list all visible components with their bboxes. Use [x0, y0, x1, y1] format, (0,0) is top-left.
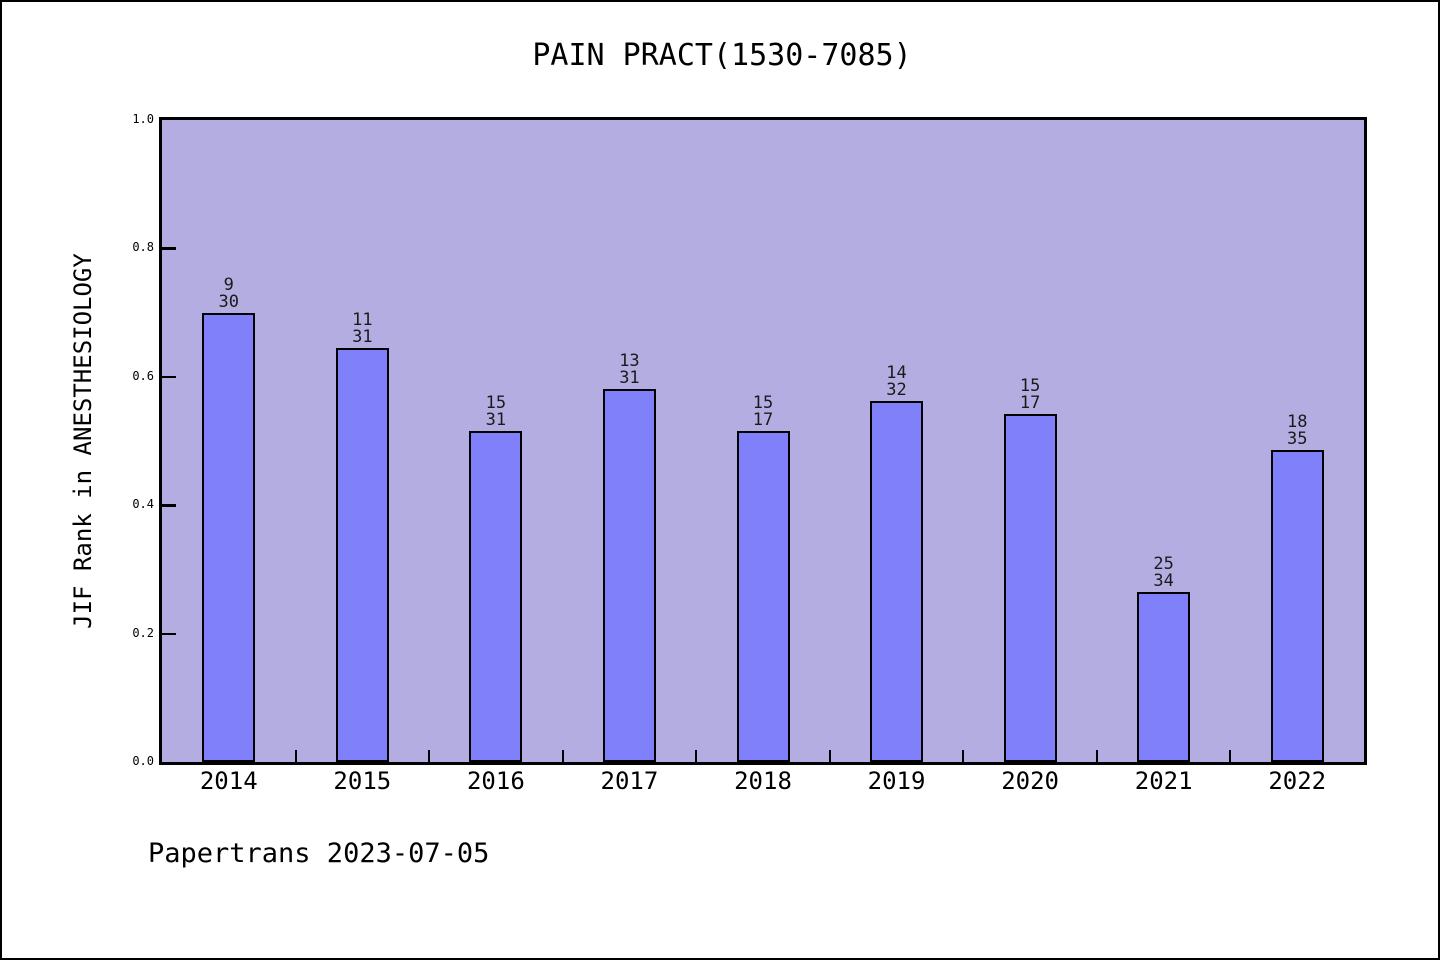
- x-tick-label: 2017: [600, 767, 659, 795]
- y-tick-label: 0.8: [132, 240, 154, 255]
- y-tick: [162, 632, 176, 636]
- bar-rank-value: 15: [752, 393, 774, 413]
- bar-total-value: 31: [619, 368, 640, 388]
- bar-value-label: 13 31: [584, 353, 674, 387]
- y-tick: [162, 504, 176, 507]
- bar-total-value: 34: [1153, 571, 1174, 591]
- y-tick-label: 0.6: [132, 368, 154, 383]
- bar-total-value: 17: [1019, 393, 1041, 413]
- bar: [202, 313, 256, 762]
- bar-value-label: 15 17: [718, 395, 808, 429]
- bar: [469, 431, 523, 762]
- x-tick-label: 2015: [333, 767, 392, 795]
- bar: [870, 401, 924, 762]
- bar-value-label: 18 35: [1252, 414, 1342, 448]
- bar-total-value: 30: [218, 292, 239, 312]
- bar: [1003, 414, 1057, 762]
- bar-value-label: 9 30: [184, 277, 274, 311]
- y-tick: [162, 247, 176, 250]
- x-tick: [695, 750, 698, 762]
- bar-total-value: 31: [352, 327, 373, 347]
- y-tick-label: 0.4: [132, 497, 154, 512]
- y-tick-label: 1.0: [132, 112, 154, 126]
- bar-rank-value: 13: [619, 351, 640, 371]
- bar-value-label: 15 31: [451, 395, 541, 429]
- bar: [602, 389, 656, 762]
- y-axis-label: JIF Rank in ANESTHESIOLOGY: [69, 253, 97, 629]
- bar-total-value: 35: [1286, 429, 1308, 449]
- bar-total-value: 31: [485, 410, 507, 430]
- bar-value-label: 15 17: [985, 378, 1075, 412]
- x-tick: [561, 750, 564, 762]
- x-tick-label: 2018: [734, 767, 792, 795]
- x-tick-label: 2016: [466, 767, 525, 795]
- bar-rank-value: 15: [485, 393, 507, 413]
- y-tick-label: 0.0: [132, 754, 154, 768]
- bar-rank-value: 11: [352, 310, 373, 330]
- bar-value-label: 11 31: [317, 312, 407, 346]
- x-tick: [828, 750, 831, 762]
- bar-rank-value: 9: [223, 275, 234, 295]
- y-tick: [162, 375, 176, 379]
- plot-area: 9 30 11 31 15 31 13 31 15 17 14 32 15 17 25 34 18 35: [159, 117, 1367, 765]
- x-tick: [962, 750, 965, 762]
- x-tick-label: 2022: [1268, 767, 1327, 795]
- bar: [736, 431, 790, 762]
- x-tick: [1095, 750, 1098, 762]
- x-tick-label: 2020: [1001, 767, 1059, 795]
- bar-value-label: 14 32: [852, 365, 942, 399]
- bar-total-value: 17: [752, 410, 774, 430]
- chart-title: PAIN PRACT(1530-7085): [532, 38, 912, 73]
- footer-watermark: Papertrans 2023-07-05: [148, 838, 490, 869]
- bar-total-value: 32: [886, 380, 907, 400]
- bar: [1137, 592, 1191, 762]
- x-tick-label: 2014: [199, 767, 258, 795]
- x-tick: [294, 750, 297, 762]
- bar: [335, 348, 389, 762]
- bar-rank-value: 15: [1019, 376, 1041, 396]
- bar-rank-value: 14: [886, 363, 907, 383]
- x-tick: [1229, 750, 1232, 762]
- bar-value-label: 25 34: [1119, 556, 1209, 590]
- bar: [1270, 450, 1324, 762]
- x-tick-label: 2021: [1134, 767, 1193, 795]
- y-tick-label: 0.2: [132, 625, 154, 640]
- bar-rank-value: 25: [1153, 554, 1174, 574]
- bar-rank-value: 18: [1286, 412, 1308, 432]
- x-tick: [428, 750, 431, 762]
- x-tick-label: 2019: [867, 767, 926, 795]
